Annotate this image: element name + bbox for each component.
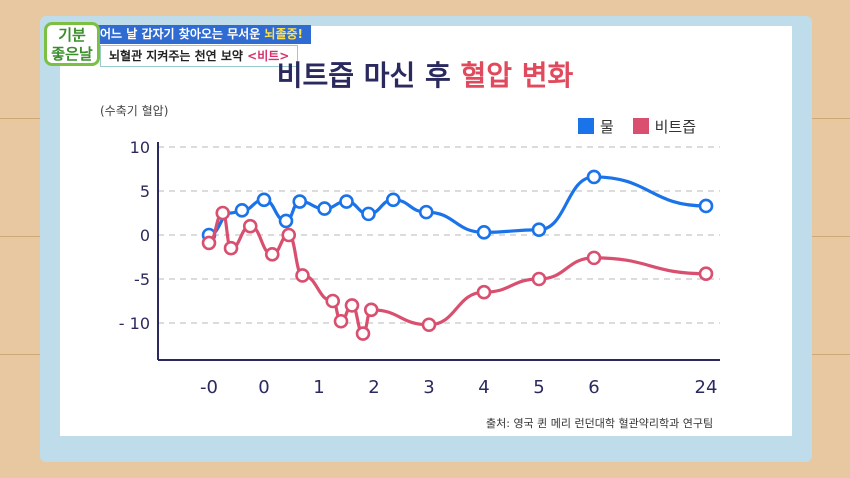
legend-item-water: 물 bbox=[578, 116, 614, 137]
data-point-water bbox=[361, 206, 376, 222]
x-tick-label: 6 bbox=[588, 377, 599, 398]
data-point-water bbox=[385, 192, 401, 208]
data-point-beet bbox=[333, 313, 349, 329]
data-point-beet bbox=[325, 293, 341, 309]
data-point-water bbox=[476, 225, 492, 240]
chart-title: 비트즙 마신 후 혈압 변화 bbox=[0, 54, 850, 94]
x-tick-label: -0 bbox=[200, 377, 218, 398]
data-point-beet bbox=[201, 235, 217, 251]
logo-line1: 기분 bbox=[58, 26, 86, 44]
data-point-beet bbox=[242, 218, 258, 234]
data-point-water bbox=[278, 213, 294, 229]
x-tick-label: 3 bbox=[423, 377, 434, 398]
x-tick-label: 1 bbox=[313, 377, 324, 398]
data-point-beet bbox=[223, 240, 239, 256]
channel-watermark: MBC bbox=[736, 28, 794, 53]
data-point-water bbox=[292, 194, 308, 209]
data-point-water bbox=[418, 204, 434, 220]
data-point-beet bbox=[355, 326, 371, 341]
data-point-beet bbox=[215, 205, 231, 221]
y-axis-label: (수축기 혈압) bbox=[100, 104, 169, 118]
x-tick-label: 5 bbox=[533, 377, 544, 398]
series-line-water bbox=[207, 175, 708, 237]
x-tick-label: 4 bbox=[478, 377, 489, 398]
chart-title-main: 비트즙 마신 후 bbox=[276, 59, 461, 92]
legend-label-water: 물 bbox=[600, 118, 614, 136]
chart-title-highlight: 혈압 변화 bbox=[460, 59, 574, 92]
data-point-water bbox=[586, 169, 602, 185]
legend: 물 비트즙 bbox=[578, 116, 710, 137]
data-point-beet bbox=[698, 266, 714, 282]
headline-text: 어느 날 갑자기 찾아오는 무서운 bbox=[100, 27, 265, 41]
subheadline-banner: 뇌혈관 지켜주는 천연 보약 <비트> bbox=[100, 45, 299, 67]
data-point-water bbox=[256, 192, 272, 208]
legend-label-beet: 비트즙 bbox=[654, 118, 696, 136]
y-tick-label: 5 bbox=[140, 182, 150, 201]
y-tick-label: - 10 bbox=[119, 314, 150, 333]
data-point-beet bbox=[295, 268, 310, 283]
data-point-beet bbox=[586, 250, 602, 266]
subheadline-text: 뇌혈관 지켜주는 천연 보약 bbox=[109, 49, 248, 63]
y-tick-label: 10 bbox=[130, 138, 150, 157]
y-tick-label: 0 bbox=[140, 226, 150, 245]
data-point-beet bbox=[344, 298, 360, 313]
data-point-water bbox=[339, 194, 354, 209]
data-point-water bbox=[531, 222, 547, 238]
x-tick-label: 2 bbox=[368, 377, 379, 398]
data-point-beet bbox=[531, 271, 547, 287]
y-tick-label: -5 bbox=[134, 270, 150, 289]
data-point-beet bbox=[363, 302, 379, 318]
headline-highlight: 뇌졸중! bbox=[264, 27, 304, 41]
data-point-beet bbox=[264, 247, 280, 262]
logo-line2: 좋은날 bbox=[51, 45, 93, 63]
legend-item-beet: 비트즙 bbox=[632, 116, 696, 137]
data-point-water bbox=[317, 201, 332, 216]
headline-banner: 어느 날 갑자기 찾아오는 무서운 뇌졸중! bbox=[92, 25, 312, 44]
data-point-beet bbox=[476, 284, 492, 300]
data-point-water bbox=[234, 203, 250, 218]
data-point-beet bbox=[421, 317, 437, 333]
x-tick-label: 24 bbox=[695, 377, 718, 398]
data-point-beet bbox=[281, 227, 297, 243]
subheadline-highlight: <비트> bbox=[247, 49, 290, 63]
show-logo: 기분 좋은날 bbox=[44, 22, 100, 66]
chart-source: 출처: 영국 퀸 메리 런던대학 혈관약리학과 연구팀 bbox=[486, 417, 714, 430]
legend-swatch-beet bbox=[632, 118, 649, 134]
legend-swatch-water bbox=[578, 118, 594, 134]
chart-card bbox=[60, 26, 792, 436]
x-tick-label: 0 bbox=[258, 377, 269, 398]
data-point-water bbox=[698, 198, 714, 214]
